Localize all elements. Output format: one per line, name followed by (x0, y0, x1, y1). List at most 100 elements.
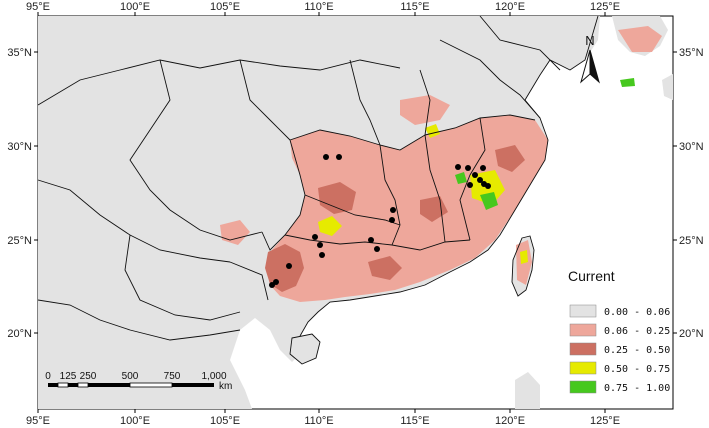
legend-item: 0.00 - 0.06 (569, 304, 670, 318)
legend-item: 0.06 - 0.25 (569, 323, 670, 337)
scale-segment (48, 383, 58, 387)
scale-unit: km (219, 381, 232, 392)
scale-segment (77, 382, 89, 388)
north-label: N (585, 33, 594, 48)
legend-label: 0.00 - 0.06 (604, 307, 670, 318)
lat-tick-label: 35°N (7, 47, 32, 59)
suitability-area-hunan-high (318, 216, 342, 236)
suitability-area-jiangxi-top (455, 172, 467, 184)
legend-item: 0.75 - 1.00 (569, 380, 670, 394)
scale-tick-label: 0 (45, 371, 51, 382)
lon-tick-label: 105°E (210, 1, 240, 13)
lon-tick-label: 95°E (26, 1, 50, 13)
suitability-area-fujian-top (480, 192, 498, 210)
legend-item: 0.25 - 0.50 (569, 342, 670, 356)
border-line (229, 261, 269, 301)
lon-tick-label: 95°E (26, 415, 50, 427)
lat-tick-label: 35°N (679, 47, 704, 59)
legend-label: 0.25 - 0.50 (604, 345, 670, 356)
lon-tick-label: 120°E (495, 415, 525, 427)
border-line (37, 59, 401, 106)
scale-tick-label: 125 (60, 371, 77, 382)
border-line (124, 234, 241, 321)
occurrence-point (374, 246, 380, 252)
legend-swatch (569, 342, 597, 356)
lat-tick-label: 30°N (7, 141, 32, 153)
suitability-top-layer (455, 78, 635, 210)
north-arrow-right-half (589, 49, 600, 84)
legend-label: 0.06 - 0.25 (604, 326, 670, 337)
scale-tick-label: 1,000 (201, 371, 226, 382)
legend-item: 0.50 - 0.75 (569, 361, 670, 375)
luzon-island (515, 372, 540, 409)
scale-tick-label: 250 (80, 371, 97, 382)
lon-tick-label: 100°E (120, 1, 150, 13)
border-line (419, 69, 431, 136)
border-line (239, 59, 291, 141)
scale-tick-label: 750 (164, 371, 181, 382)
occurrence-point (319, 252, 325, 258)
occurrence-point (312, 234, 318, 240)
occurrence-point (465, 165, 471, 171)
legend-title: Current (568, 268, 615, 284)
suitability-area-korea-top (620, 78, 635, 87)
border-line (349, 59, 381, 146)
legend-swatch (569, 380, 597, 394)
legend-label: 0.50 - 0.75 (604, 364, 670, 375)
lon-tick-label: 115°E (400, 415, 429, 427)
suitability-area-hunan (318, 182, 356, 214)
lat-tick-label: 25°N (679, 235, 704, 247)
border-line (129, 59, 263, 241)
suitability-area-guangdong (368, 256, 402, 280)
legend-swatch (569, 323, 597, 337)
legend-swatch (569, 361, 597, 375)
coastline (299, 15, 599, 337)
lat-tick-label: 25°N (7, 235, 32, 247)
occurrence-point (390, 207, 396, 213)
occurrence-point (485, 183, 491, 189)
legend-label: 0.75 - 1.00 (604, 383, 670, 394)
lon-tick-label: 120°E (495, 1, 525, 13)
lon-tick-label: 105°E (210, 415, 240, 427)
scale-segment (57, 382, 69, 388)
hainan-island (290, 334, 320, 364)
occurrence-point (286, 263, 292, 269)
border-line (261, 139, 306, 251)
occurrence-point (467, 182, 473, 188)
scale-segment (88, 383, 130, 387)
scale-bar: 0 125 250 500 750 1,000 km (45, 371, 232, 392)
occurrence-point (477, 177, 483, 183)
border-line (284, 234, 471, 251)
occurrence-point (323, 154, 329, 160)
lon-tick-label: 100°E (120, 415, 150, 427)
japan-fragment (662, 74, 673, 100)
border-line (289, 129, 426, 151)
border-line (459, 117, 486, 241)
occurrence-point (455, 164, 461, 170)
suitability-area-korea (618, 26, 662, 52)
occurrence-point (336, 154, 342, 160)
lon-ticks-bottom: 95°E 100°E 105°E 110°E 115°E 120°E 125°E (26, 409, 620, 427)
province-borders (37, 15, 599, 365)
lon-ticks-top: 95°E 100°E 105°E 110°E 115°E 120°E 125°E (26, 1, 620, 16)
lon-tick-label: 125°E (590, 1, 620, 13)
lat-tick-label: 20°N (679, 328, 704, 340)
suitability-mid-layer (265, 145, 525, 292)
lon-tick-label: 115°E (400, 1, 429, 13)
lat-tick-label: 30°N (679, 141, 704, 153)
lon-tick-label: 110°E (304, 415, 333, 427)
occurrence-point (472, 172, 478, 178)
lon-tick-label: 110°E (304, 1, 333, 13)
scale-tick-label: 500 (122, 371, 139, 382)
occurrence-points (269, 154, 491, 288)
occurrence-point (269, 282, 275, 288)
occurrence-point (317, 242, 323, 248)
hainan-outline (289, 333, 321, 365)
north-arrow: N (580, 33, 600, 84)
scale-segment (129, 382, 173, 388)
border-line (37, 299, 241, 341)
occurrence-point (368, 237, 374, 243)
legend-swatch (569, 304, 597, 318)
lat-ticks-left: 35°N 30°N 25°N 20°N (7, 47, 38, 340)
